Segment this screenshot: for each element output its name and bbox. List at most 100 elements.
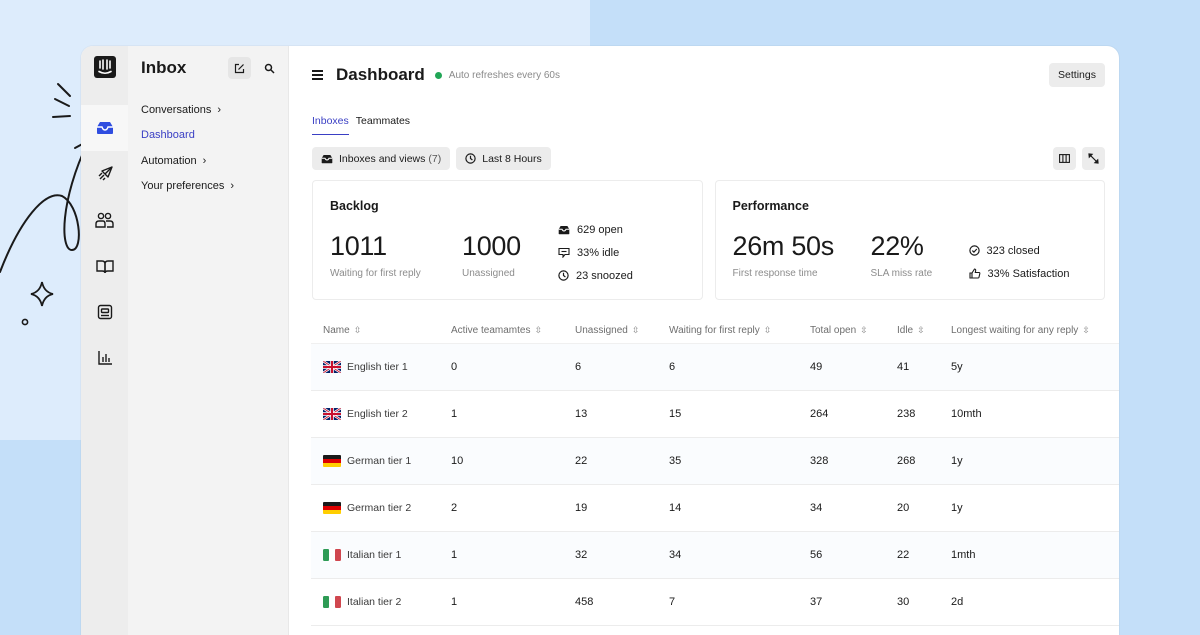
total-open-cell: 34 (810, 502, 823, 514)
backlog-stats: 629 open 33% idle 23 snoozed (558, 218, 633, 287)
app-window: Inbox Conversations › Dashboard Autom (81, 46, 1119, 635)
stat-open: 629 open (558, 218, 633, 241)
longest-waiting-cell: 5y (951, 361, 963, 373)
rail-contacts[interactable] (81, 197, 128, 243)
column-header-total-open[interactable]: Total open ⇳ (798, 325, 885, 336)
uk-flag-icon (323, 408, 341, 420)
inbox-name-cell: German tier 1 (311, 455, 439, 467)
performance-title: Performance (732, 199, 809, 213)
column-header-waiting-first-reply[interactable]: Waiting for first reply ⇳ (657, 325, 798, 336)
uk-flag-icon (323, 361, 341, 373)
rail-inbox[interactable] (81, 105, 128, 151)
inbox-name: German tier 1 (347, 455, 412, 467)
table-body: English tier 1 0 6 6 49 41 5y English ti… (311, 344, 1119, 626)
dashboard-main: Dashboard Auto refreshes every 60s Setti… (289, 46, 1119, 635)
active-teammates-cell: 0 (451, 361, 458, 373)
compose-button[interactable] (228, 57, 251, 79)
column-header-active-teammates[interactable]: Active teamamtes ⇳ (439, 325, 563, 336)
chevron-right-icon: › (217, 103, 221, 116)
inbox-name: Italian tier 1 (347, 549, 402, 561)
waiting-first-reply-cell: 15 (669, 408, 682, 420)
total-open-cell: 37 (810, 596, 823, 608)
sort-icon: ⇳ (860, 325, 868, 335)
table-row[interactable]: Italian tier 2 1 458 7 37 30 2d (311, 579, 1119, 626)
table-row[interactable]: Italian tier 1 1 32 34 56 22 1mth (311, 532, 1119, 579)
time-range-button[interactable]: Last 8 Hours (456, 147, 551, 170)
reports-chart-icon (97, 351, 112, 365)
active-teammates-cell: 1 (451, 596, 458, 608)
idle-cell: 30 (897, 596, 910, 608)
unassigned-cell: 13 (575, 408, 588, 420)
table-row[interactable]: English tier 2 1 13 15 264 238 10mth (311, 391, 1119, 438)
metric-caption: Unassigned (462, 268, 515, 279)
column-header-idle[interactable]: Idle ⇳ (885, 325, 939, 336)
inbox-subnav: Inbox Conversations › Dashboard Autom (128, 46, 289, 635)
stat-text: 23 snoozed (576, 269, 633, 282)
performance-stats: 323 closed 33% Satisfaction (968, 239, 1070, 285)
tab-teammates[interactable]: Teammates (355, 115, 411, 127)
metric-caption: SLA miss rate (870, 268, 933, 279)
total-open-cell: 49 (810, 361, 823, 373)
search-button[interactable] (258, 57, 281, 79)
italy-flag-icon (323, 596, 341, 608)
inboxes-filter-count: (7) (428, 152, 442, 165)
chevron-right-icon: › (230, 180, 235, 193)
columns-button[interactable] (1053, 147, 1076, 170)
clock-icon (558, 270, 569, 281)
tab-inboxes[interactable]: Inboxes (312, 115, 349, 135)
inbox-name: Italian tier 2 (347, 596, 402, 608)
germany-flag-icon (323, 455, 341, 467)
table-row[interactable]: German tier 2 2 19 14 34 20 1y (311, 485, 1119, 532)
time-range-label: Last 8 Hours (482, 152, 542, 165)
expand-icon (1088, 153, 1099, 164)
inboxes-filter-button[interactable]: Inboxes and views (7) (312, 147, 451, 170)
subnav-item-automation[interactable]: Automation › (141, 148, 288, 174)
decorative-doodle-icon (0, 83, 92, 326)
table-header: Name ⇳ Active teamamtes ⇳ Unassigned ⇳ Wait… (311, 318, 1119, 344)
subnav-item-dashboard[interactable]: Dashboard (141, 123, 288, 149)
stat-text: 323 closed (986, 244, 1040, 257)
menu-hamburger-icon[interactable] (312, 68, 323, 82)
intercom-logo-icon[interactable] (93, 56, 116, 78)
inbox-name-cell: English tier 2 (311, 408, 439, 420)
waiting-first-reply-cell: 35 (669, 455, 682, 467)
waiting-first-reply-cell: 14 (669, 502, 682, 514)
subnav-item-label: Your preferences (141, 180, 225, 193)
longest-waiting-cell: 1y (951, 502, 963, 514)
idle-cell: 268 (897, 455, 916, 467)
table-row[interactable]: German tier 1 10 22 35 328 268 1y (311, 438, 1119, 485)
inbox-icon (96, 122, 113, 134)
chat-idle-icon (558, 247, 570, 258)
idle-cell: 20 (897, 502, 910, 514)
table-row[interactable]: English tier 1 0 6 6 49 41 5y (311, 344, 1119, 391)
metric-caption: Waiting for first reply (330, 268, 421, 279)
total-open-cell: 328 (810, 455, 829, 467)
metric-value: 26m 50s (732, 231, 835, 261)
active-teammates-cell: 2 (451, 502, 458, 514)
longest-waiting-cell: 10mth (951, 408, 982, 420)
column-header-longest-waiting[interactable]: Longest waiting for any reply ⇳ (939, 325, 1119, 336)
metric-sla-miss-rate: 22% SLA miss rate (871, 231, 933, 279)
subnav-item-preferences[interactable]: Your preferences › (141, 174, 288, 200)
metric-value: 1011 (330, 231, 387, 261)
inbox-tray-icon (558, 225, 570, 234)
sort-icon: ⇳ (631, 325, 640, 335)
rail-knowledge[interactable] (81, 243, 128, 289)
column-label: Name (323, 325, 350, 336)
longest-waiting-cell: 2d (951, 596, 964, 608)
rail-messenger[interactable] (81, 289, 128, 335)
rail-outbound[interactable] (81, 151, 128, 197)
column-label: Idle (897, 325, 914, 336)
waiting-first-reply-cell: 7 (669, 596, 676, 608)
column-header-unassigned[interactable]: Unassigned ⇳ (563, 325, 657, 336)
backlog-card: Backlog 1011 Waiting for first reply 100… (312, 180, 703, 300)
settings-button[interactable]: Settings (1049, 63, 1105, 87)
stat-text: 33% Satisfaction (987, 267, 1070, 280)
backlog-title: Backlog (330, 199, 379, 213)
rail-reports[interactable] (81, 335, 128, 381)
inbox-name: English tier 2 (347, 408, 408, 420)
column-header-name[interactable]: Name ⇳ (311, 325, 439, 336)
subnav-item-conversations[interactable]: Conversations › (141, 97, 288, 123)
expand-button[interactable] (1082, 147, 1105, 170)
column-label: Active teamamtes (451, 325, 531, 336)
